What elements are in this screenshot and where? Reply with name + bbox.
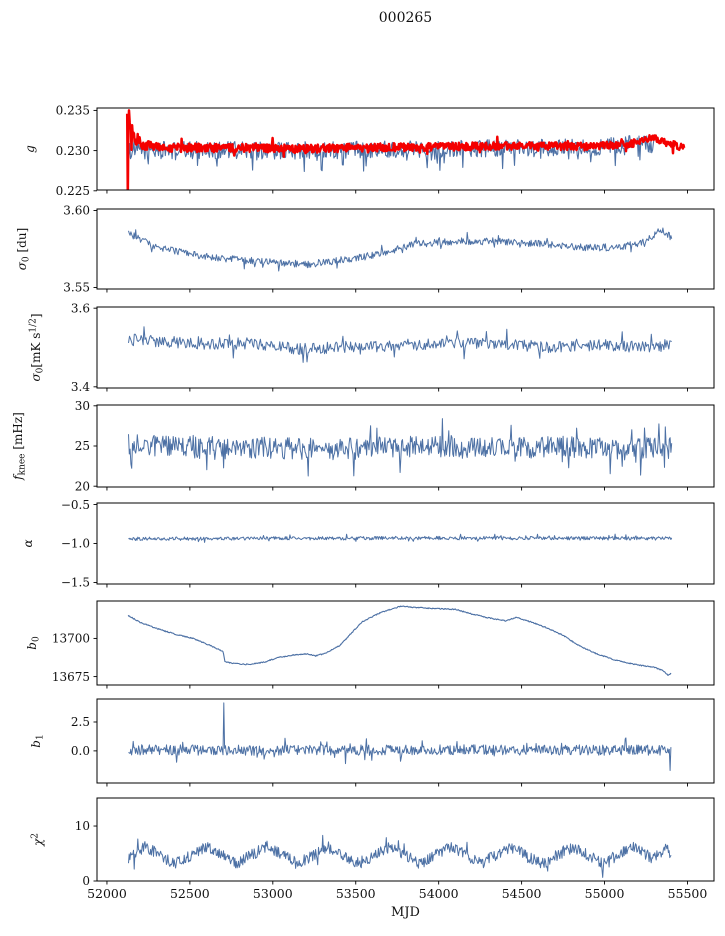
series-b1-line <box>128 702 672 771</box>
y-axis-label-alpha: α <box>21 539 35 547</box>
subplot-fknee: 30 25 20 fknee​ [mHz] <box>11 399 715 493</box>
chart-title: 000265 <box>378 10 433 26</box>
y-axis-label-chi2: χ2​ <box>31 833 46 847</box>
series-fknee-line <box>128 418 673 477</box>
x-tick-label: 55500 <box>668 886 708 901</box>
axes-frame <box>96 797 715 882</box>
axes-frame <box>96 698 715 784</box>
y-tick-label: 0.225 <box>56 184 90 198</box>
y-tick-label: 20 <box>75 479 90 493</box>
subplot-b1: 2.5 0.0 b1​ <box>29 698 715 787</box>
x-tick-label: 53000 <box>253 886 293 901</box>
y-tick-label: 0 <box>82 874 90 888</box>
x-tick-label: 52500 <box>170 886 210 901</box>
x-tick-label: 55000 <box>585 886 625 901</box>
x-tick-label: 54500 <box>502 886 542 901</box>
y-tick-label: −0.5 <box>61 498 90 512</box>
subplot-b0: 13700 13675 b0​ <box>25 600 715 689</box>
series-g-red-band <box>125 109 686 190</box>
y-axis-label-g: g <box>23 145 37 153</box>
y-tick-label: 0.235 <box>56 104 90 118</box>
y-tick-label: 3.55 <box>63 281 90 295</box>
x-axis-label: MJD <box>391 905 420 920</box>
y-tick-label: 13700 <box>52 632 90 646</box>
y-axis-label-b0: b0​ <box>25 636 42 650</box>
x-tick-label: 54000 <box>419 886 459 901</box>
axes-frame <box>96 306 715 389</box>
series-sigma0-mks-line <box>128 326 672 363</box>
y-axis-label-sigma0-du: σ0​ [du] <box>15 228 32 271</box>
axes-frame <box>96 107 715 191</box>
y-axis-label-sigma0-mks: σ0​[mK s1/2​] <box>29 313 46 381</box>
y-tick-label: 30 <box>75 399 90 413</box>
series-sigma0-du-line <box>128 227 673 272</box>
axes-frame <box>96 404 715 488</box>
axes-frame <box>96 502 715 585</box>
subplot-sigma0-mks: 3.6 3.4 σ0​[mK s1/2​] <box>29 301 715 394</box>
subplot-sigma0-du: 3.60 3.55 σ0​ [du] <box>15 204 715 295</box>
x-tick-label: 52000 <box>87 886 127 901</box>
axes-frame <box>96 600 715 686</box>
y-tick-label: −1.0 <box>61 537 90 551</box>
y-tick-label: 3.6 <box>71 301 90 315</box>
y-axis-label-b1: b1​ <box>29 734 46 747</box>
subplot-g: 0.235 0.230 0.225 g <box>23 104 715 198</box>
y-tick-label: 3.4 <box>71 380 90 394</box>
y-tick-label: 2.5 <box>71 715 90 729</box>
y-tick-label: 13675 <box>52 670 90 684</box>
y-tick-label: 10 <box>75 819 90 833</box>
series-alpha-line <box>128 533 673 543</box>
subplot-alpha: −0.5 −1.0 −1.5 α <box>21 498 715 590</box>
y-tick-label: 3.60 <box>63 204 90 218</box>
y-tick-label: 0.0 <box>71 744 90 758</box>
y-tick-label: 0.230 <box>56 144 90 158</box>
series-g-blue-line <box>128 135 655 173</box>
series-chi2-line <box>128 834 672 878</box>
y-tick-label: −1.5 <box>61 576 90 590</box>
x-tick-label: 53500 <box>336 886 376 901</box>
series-b0-line <box>127 605 672 676</box>
axes-frame <box>96 208 715 290</box>
y-axis-label-fknee: fknee​ [mHz] <box>11 412 28 481</box>
y-tick-label: 25 <box>75 439 90 453</box>
